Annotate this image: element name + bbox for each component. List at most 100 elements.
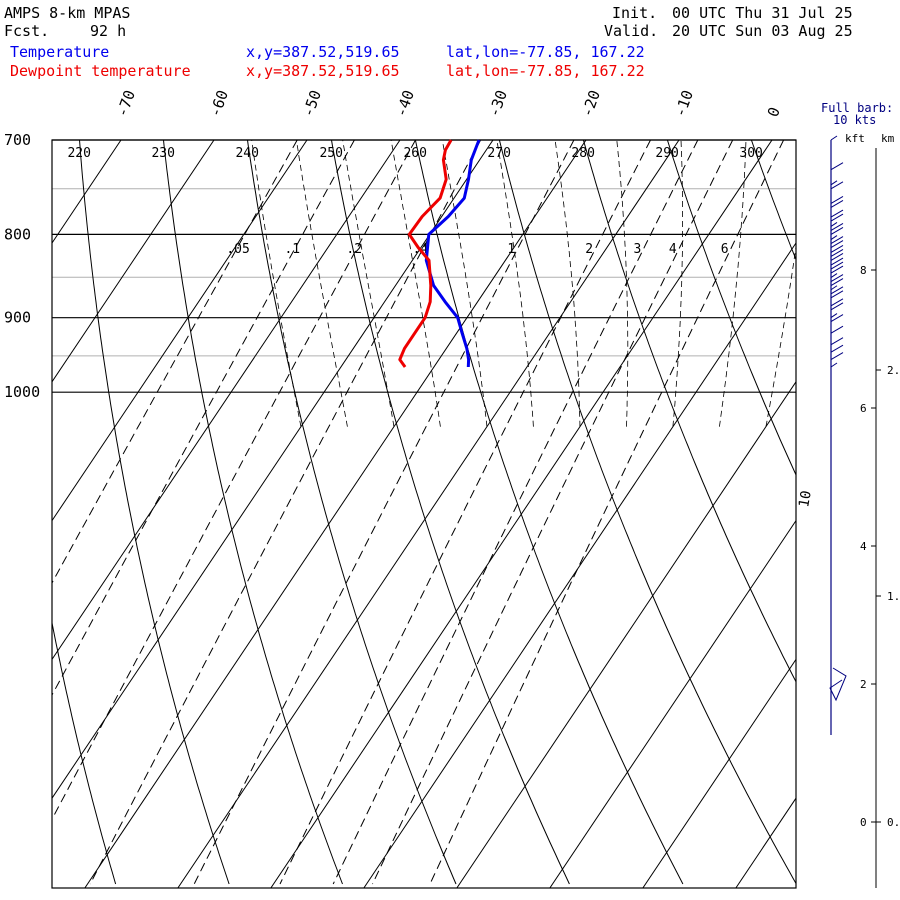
wind-panel: 0 2 4 6 8 0. 1. 2. <box>829 135 900 888</box>
wind-barb <box>830 313 844 323</box>
wind-barb <box>830 325 844 334</box>
moist-adiabat-line <box>295 140 348 427</box>
barb-half-flag <box>830 313 838 319</box>
legend-temperature: Temperature <box>10 43 110 61</box>
mixing-ratio-line <box>279 140 651 885</box>
barb-flag <box>830 298 844 307</box>
dry-adiabat-line <box>498 140 796 885</box>
isotherm-line <box>735 797 796 888</box>
km-axis-label: km <box>881 132 895 145</box>
moist-adiabat-line <box>859 130 900 427</box>
dry-adiabat-line <box>582 140 796 683</box>
forecast-hours: 92 h <box>90 22 127 40</box>
mixing-ratio-label: 3 <box>633 242 641 257</box>
moist-adiabat-label: 10 <box>796 489 815 508</box>
legend-dewpoint-latlon: lat,lon=-77.85, 167.22 <box>446 62 645 80</box>
wind-legend-line2: 10 kts <box>833 113 877 127</box>
wind-barb <box>830 257 844 274</box>
isotherm-line <box>549 519 796 888</box>
mixing-ratio-line <box>89 140 482 885</box>
isotherm-label: 0 <box>764 105 784 120</box>
barb-half-flag <box>830 135 838 141</box>
isotherm-line <box>52 140 494 800</box>
model-title: AMPS 8-km MPAS <box>4 4 131 22</box>
temperature-trace <box>424 139 481 368</box>
barb-flag <box>830 278 844 286</box>
isotherm-label: -20 <box>578 88 604 120</box>
wind-barb <box>830 273 844 286</box>
wind-barb <box>830 337 844 346</box>
barb-flag <box>830 245 844 253</box>
barb-flag <box>830 236 844 244</box>
isobar-label: 800 <box>4 225 31 243</box>
isotherm-line <box>52 140 122 244</box>
dry-adiabat-label: 230 <box>151 146 174 161</box>
mixing-ratio-line <box>372 140 734 885</box>
barb-half-flag <box>830 180 838 186</box>
isotherm-line <box>829 140 900 888</box>
kft-label: 4 <box>860 540 867 553</box>
dry-adiabat-label: 260 <box>403 146 426 161</box>
mixing-ratio-line <box>52 140 355 697</box>
barb-flag <box>830 325 844 334</box>
valid-label: Valid. <box>604 22 659 40</box>
moist-adiabat-line <box>342 140 395 427</box>
kft-label: 6 <box>860 402 867 415</box>
wind-barb <box>830 344 844 353</box>
wind-barb <box>830 221 844 235</box>
legend-dewpoint: Dewpoint temperature <box>10 62 191 80</box>
init-time: 00 UTC Thu 31 Jul 25 <box>672 4 853 22</box>
dry-adiabat-line <box>750 140 796 261</box>
barb-half-flag <box>830 221 838 227</box>
legend-dewpoint-xy: x,y=387.52,519.65 <box>246 62 400 80</box>
isotherm-label: -60 <box>206 88 232 120</box>
mixing-ratio-label: .1 <box>284 242 300 257</box>
legend-temperature-latlon: lat,lon=-77.85, 167.22 <box>446 43 645 61</box>
isotherm-line <box>52 140 215 383</box>
mixing-ratio-line <box>332 140 699 885</box>
dry-adiabat-label: 270 <box>487 146 510 161</box>
barb-flag <box>830 344 844 353</box>
dry-adiabat-line <box>79 140 230 885</box>
mixing-ratio-label: .05 <box>226 242 249 257</box>
barb-flag <box>830 222 844 231</box>
wind-legend-line1: Full barb: <box>821 101 894 115</box>
dry-adiabat-line <box>163 140 343 885</box>
isobar-label: 900 <box>4 309 31 327</box>
dry-adiabat-label: 250 <box>319 146 342 161</box>
moist-adiabat-line <box>554 140 581 427</box>
barb-flag <box>830 226 844 235</box>
dry-adiabat-label: 300 <box>739 146 762 161</box>
legend-temperature-xy: x,y=387.52,519.65 <box>246 43 400 61</box>
wind-barb <box>830 245 844 261</box>
barb-flag <box>830 286 844 295</box>
moist-adiabat-line <box>251 140 302 427</box>
dry-adiabat-label: 290 <box>655 146 678 161</box>
barb-flag <box>830 302 844 311</box>
isotherm-line <box>456 380 796 888</box>
barb-flag <box>830 265 844 274</box>
barb-flag <box>830 240 844 248</box>
isotherm-label: -70 <box>113 88 139 120</box>
isobar-label: 700 <box>4 131 31 149</box>
mixing-ratio-line <box>429 140 785 885</box>
mixing-ratio-label: 4 <box>669 242 677 257</box>
barb-flag <box>830 290 844 299</box>
km-label: 1. <box>887 590 900 603</box>
wind-barb <box>830 298 844 311</box>
barb-half-flag <box>830 285 838 291</box>
isobar-label: 1000 <box>4 383 40 401</box>
barb-flag <box>830 249 844 257</box>
moist-adiabat-line <box>496 140 534 427</box>
barb-flag <box>830 337 844 346</box>
mixing-ratio-label: 2 <box>585 242 593 257</box>
dry-adiabat-line <box>0 140 2 884</box>
diagram-area <box>0 130 900 888</box>
wind-barb <box>830 235 844 248</box>
barb-flag <box>830 195 844 204</box>
moist-adiabat-line <box>765 244 796 427</box>
dewpoint-trace <box>398 139 453 368</box>
moist-adiabat-line <box>616 140 629 427</box>
barb-flag <box>830 181 844 190</box>
isotherm-label: -10 <box>671 88 697 120</box>
